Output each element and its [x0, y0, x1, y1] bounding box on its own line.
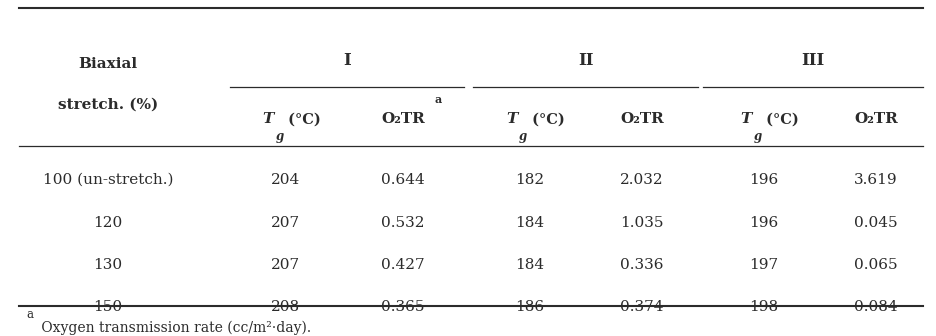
Text: II: II: [578, 52, 592, 69]
Text: T: T: [262, 112, 273, 126]
Text: 0.644: 0.644: [381, 173, 424, 187]
Text: Biaxial: Biaxial: [78, 57, 138, 71]
Text: 196: 196: [748, 216, 778, 230]
Text: 100 (un-stretch.): 100 (un-stretch.): [42, 173, 173, 187]
Text: 130: 130: [93, 258, 123, 272]
Text: 120: 120: [93, 216, 123, 230]
Text: O₂TR: O₂TR: [381, 112, 424, 126]
Text: g: g: [275, 130, 284, 142]
Text: (°C): (°C): [760, 112, 797, 126]
Text: 207: 207: [271, 258, 300, 272]
Text: 3.619: 3.619: [854, 173, 897, 187]
Text: 150: 150: [93, 300, 123, 314]
Text: g: g: [519, 130, 527, 142]
Text: 0.084: 0.084: [854, 300, 897, 314]
Text: Oxygen transmission rate (cc/m²·day).: Oxygen transmission rate (cc/m²·day).: [37, 321, 312, 335]
Text: T: T: [739, 112, 751, 126]
Text: (°C): (°C): [526, 112, 563, 126]
Text: 208: 208: [271, 300, 300, 314]
Text: O₂TR: O₂TR: [854, 112, 897, 126]
Text: 0.427: 0.427: [381, 258, 424, 272]
Text: 186: 186: [514, 300, 544, 314]
Text: 197: 197: [748, 258, 778, 272]
Text: I: I: [343, 52, 350, 69]
Text: T: T: [505, 112, 517, 126]
Text: 0.045: 0.045: [854, 216, 897, 230]
Text: 182: 182: [514, 173, 544, 187]
Text: O₂TR: O₂TR: [620, 112, 663, 126]
Text: III: III: [801, 52, 824, 69]
Text: 196: 196: [748, 173, 778, 187]
Text: a: a: [26, 308, 33, 321]
Text: g: g: [753, 130, 761, 142]
Text: 0.336: 0.336: [620, 258, 663, 272]
Text: 207: 207: [271, 216, 300, 230]
Text: 1.035: 1.035: [620, 216, 663, 230]
Text: 0.374: 0.374: [620, 300, 663, 314]
Text: stretch. (%): stretch. (%): [58, 97, 157, 111]
Text: 204: 204: [271, 173, 300, 187]
Text: 198: 198: [748, 300, 778, 314]
Text: 0.532: 0.532: [381, 216, 424, 230]
Text: 0.365: 0.365: [381, 300, 424, 314]
Text: (°C): (°C): [283, 112, 320, 126]
Text: a: a: [434, 94, 442, 104]
Text: 184: 184: [514, 216, 544, 230]
Text: 184: 184: [514, 258, 544, 272]
Text: 0.065: 0.065: [854, 258, 897, 272]
Text: 2.032: 2.032: [620, 173, 663, 187]
